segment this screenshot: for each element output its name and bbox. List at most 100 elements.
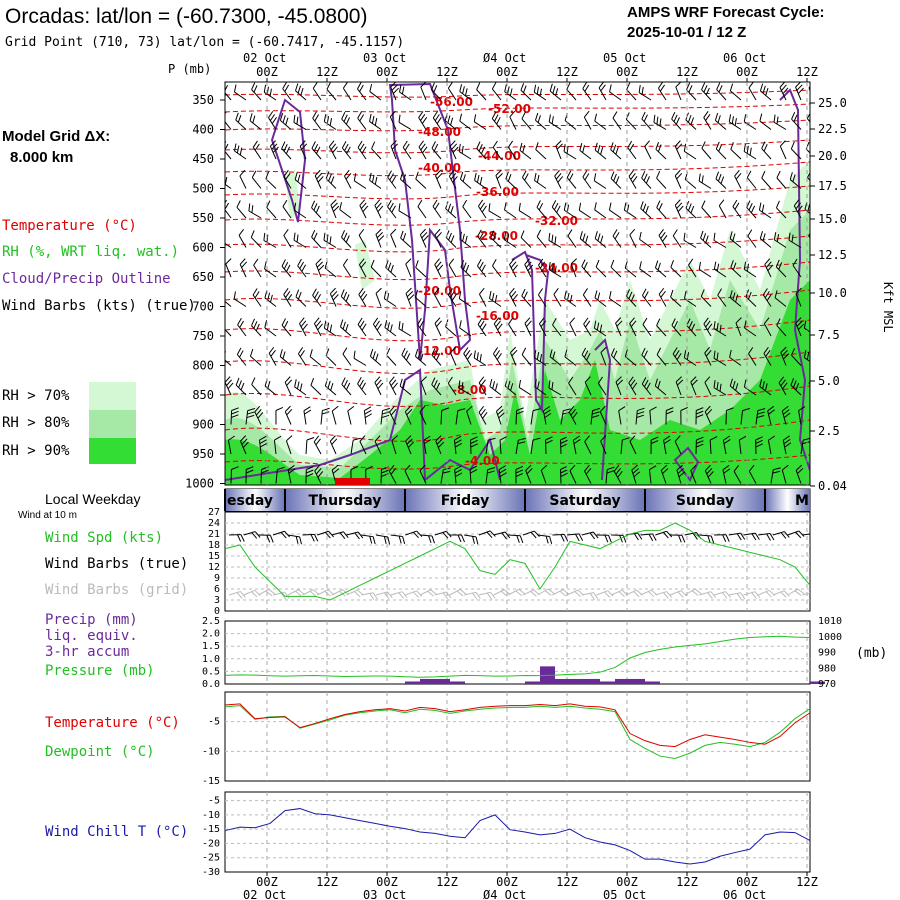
wind-barb	[816, 408, 825, 426]
top-time-tick-label: 00Z	[736, 65, 758, 79]
wind-barb	[566, 589, 584, 597]
wind-barb	[641, 111, 652, 130]
windchill-line	[224, 808, 811, 865]
weekday-segment	[285, 489, 405, 511]
height-unit-label: Kft MSL	[881, 282, 895, 333]
wind-barb	[567, 533, 584, 542]
wind-barb	[404, 464, 412, 484]
wind-barb	[684, 588, 702, 596]
wind-barb	[680, 406, 688, 425]
wind-barb	[225, 82, 232, 101]
wind-barb	[310, 377, 322, 396]
weekday-label: M	[795, 493, 809, 509]
pressure-axis: 350 400 450 500 550 600 650 700 750 800 850 900 950 1…	[185, 93, 225, 491]
wind-barb	[545, 436, 553, 455]
wind-barb	[515, 407, 524, 425]
bottom-date-label: 02 Oct	[243, 888, 286, 900]
wind-barb	[793, 199, 803, 219]
wind-barb	[763, 317, 772, 337]
wind-barb	[459, 84, 472, 101]
wind-barb	[434, 317, 442, 337]
wind-barb	[283, 229, 292, 248]
wind-barb	[776, 318, 787, 337]
temperature-contour-labels: -56.00 -52.00-48.00-44.00-40.00-36.00-32.…	[418, 95, 578, 468]
wind-barb	[477, 317, 487, 337]
wind-barb	[775, 259, 787, 278]
wind-barb	[548, 380, 562, 396]
wind-barb	[635, 407, 645, 425]
wind-barb	[594, 290, 607, 307]
wind-barb	[492, 259, 502, 278]
wind-barb	[728, 532, 746, 541]
wind-barb	[650, 436, 659, 455]
wind-barb	[402, 140, 412, 160]
precip-bars	[405, 666, 825, 684]
wind-barb	[249, 113, 262, 130]
precip-bar	[435, 678, 450, 684]
wind-barb	[258, 534, 274, 543]
precip-tick-label: 1.0	[202, 654, 220, 665]
wind-barb	[458, 291, 472, 307]
wind-barb	[251, 318, 262, 337]
wind-barb	[684, 290, 697, 307]
pressure-tick-label: 400	[192, 123, 214, 137]
wind-tick-label: 0	[214, 606, 220, 617]
top-date-label: Ø4 Oct	[483, 51, 526, 65]
wind-barb	[654, 378, 667, 396]
wind-barb	[353, 173, 367, 189]
wind-barb	[346, 589, 364, 597]
wind-barb	[761, 170, 772, 189]
wind-barb	[780, 346, 790, 366]
wind-barb	[509, 110, 517, 130]
wind-tick-label: 27	[208, 507, 220, 518]
wind-barb	[405, 435, 414, 455]
wind-barb	[521, 170, 532, 189]
wind-barb	[548, 114, 562, 130]
wind-barb	[518, 379, 532, 396]
wind-barb	[449, 346, 457, 366]
wind-barb	[447, 376, 457, 396]
temp-contour-label: -52.00	[488, 102, 531, 116]
wind-barb	[434, 591, 452, 600]
wind-barb	[716, 82, 727, 101]
wind-barb	[578, 202, 592, 219]
wind-barb	[435, 435, 445, 455]
wind-barb	[357, 140, 367, 160]
wind-barb	[473, 350, 487, 366]
wind-tick-label: 12	[208, 562, 220, 573]
wind-barb	[644, 140, 652, 160]
top-date-label: 02 Oct	[243, 51, 286, 65]
bottom-time-tick-label: 12Z	[436, 875, 458, 889]
wind-barb	[358, 258, 367, 278]
wind-barb	[642, 317, 652, 337]
wind-barb	[341, 111, 352, 130]
cycle-label: AMPS WRF Forecast Cycle:	[627, 4, 825, 21]
weekday-label: Sunday	[676, 493, 734, 509]
precip-bar	[525, 681, 540, 684]
wind-barb	[594, 142, 607, 160]
wind-barb	[389, 405, 397, 425]
wind-barb	[669, 590, 687, 598]
pressure-tick-label: 350	[192, 93, 214, 107]
bottom-time-tick-label: 12Z	[796, 875, 818, 889]
precip-bar	[600, 681, 615, 684]
wind-barb	[405, 287, 415, 307]
wind-barb	[405, 530, 423, 539]
wind-barb	[584, 376, 592, 396]
wind-barb	[253, 258, 262, 278]
temp-tick-label: -15	[202, 776, 220, 787]
wind-barb	[371, 141, 382, 160]
wind-barb	[478, 287, 487, 307]
wind-barb	[772, 590, 790, 598]
wind-barb	[743, 379, 757, 396]
wind-barb	[555, 140, 563, 160]
wind-barb	[282, 199, 292, 219]
wind-barb	[295, 289, 307, 307]
wind-barb	[485, 437, 496, 455]
wind-barb	[313, 435, 322, 455]
wind-barb	[470, 436, 478, 455]
wind-barb	[782, 435, 792, 455]
wind-barb	[464, 534, 479, 545]
wind-tick-label: 15	[208, 551, 220, 562]
wind-barb	[583, 317, 592, 337]
